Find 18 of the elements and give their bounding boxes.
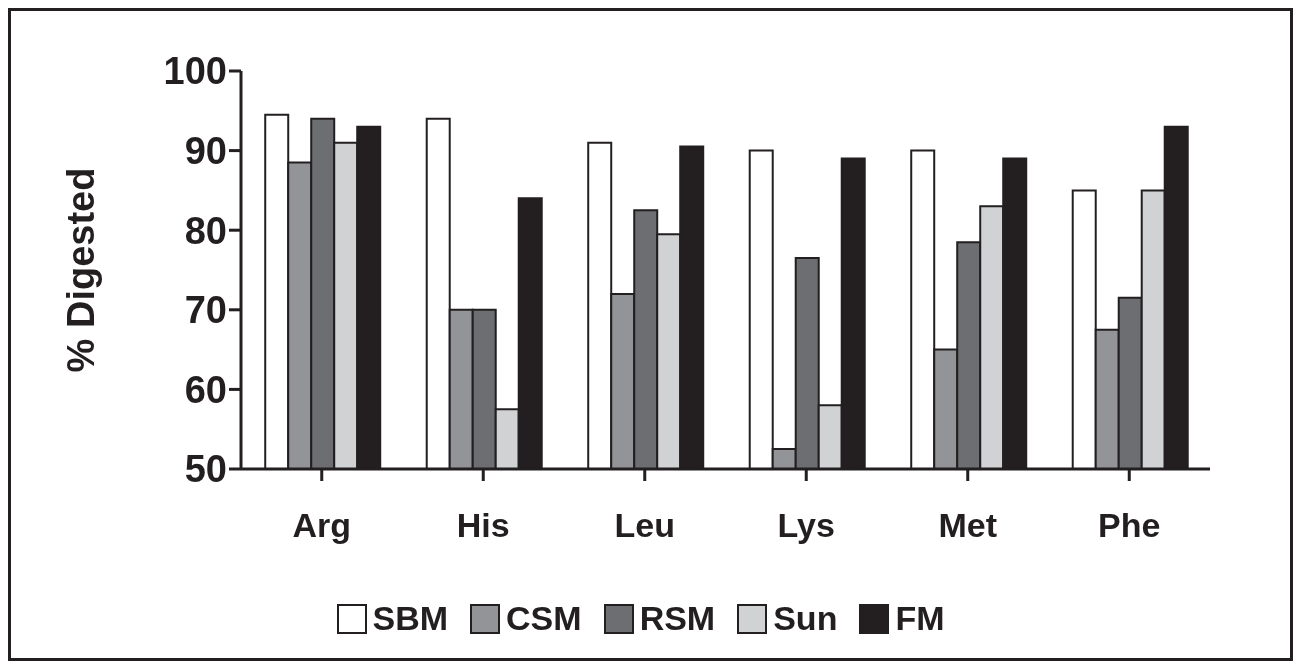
x-tick-label: Met bbox=[938, 506, 998, 545]
y-axis-title: % Digested bbox=[60, 167, 103, 373]
x-tick-label: Arg bbox=[292, 506, 352, 545]
x-tick-label: Lys bbox=[777, 506, 835, 545]
y-tick-label: 50 bbox=[184, 448, 227, 491]
y-tick-label: 100 bbox=[163, 50, 227, 93]
legend-label: FM bbox=[895, 599, 945, 638]
x-tick-label: Phe bbox=[1098, 506, 1161, 545]
y-tick-label: 80 bbox=[184, 209, 227, 252]
legend-label: SBM bbox=[372, 599, 449, 638]
y-tick-label: 70 bbox=[184, 289, 227, 332]
y-tick-label: 90 bbox=[184, 130, 227, 173]
y-tick-label: 60 bbox=[184, 368, 227, 411]
x-tick-label: Leu bbox=[614, 506, 675, 545]
legend-label: RSM bbox=[639, 599, 716, 638]
legend-label: CSM bbox=[506, 599, 582, 638]
x-tick-label: His bbox=[456, 506, 510, 545]
legend-label: Sun bbox=[773, 599, 838, 638]
